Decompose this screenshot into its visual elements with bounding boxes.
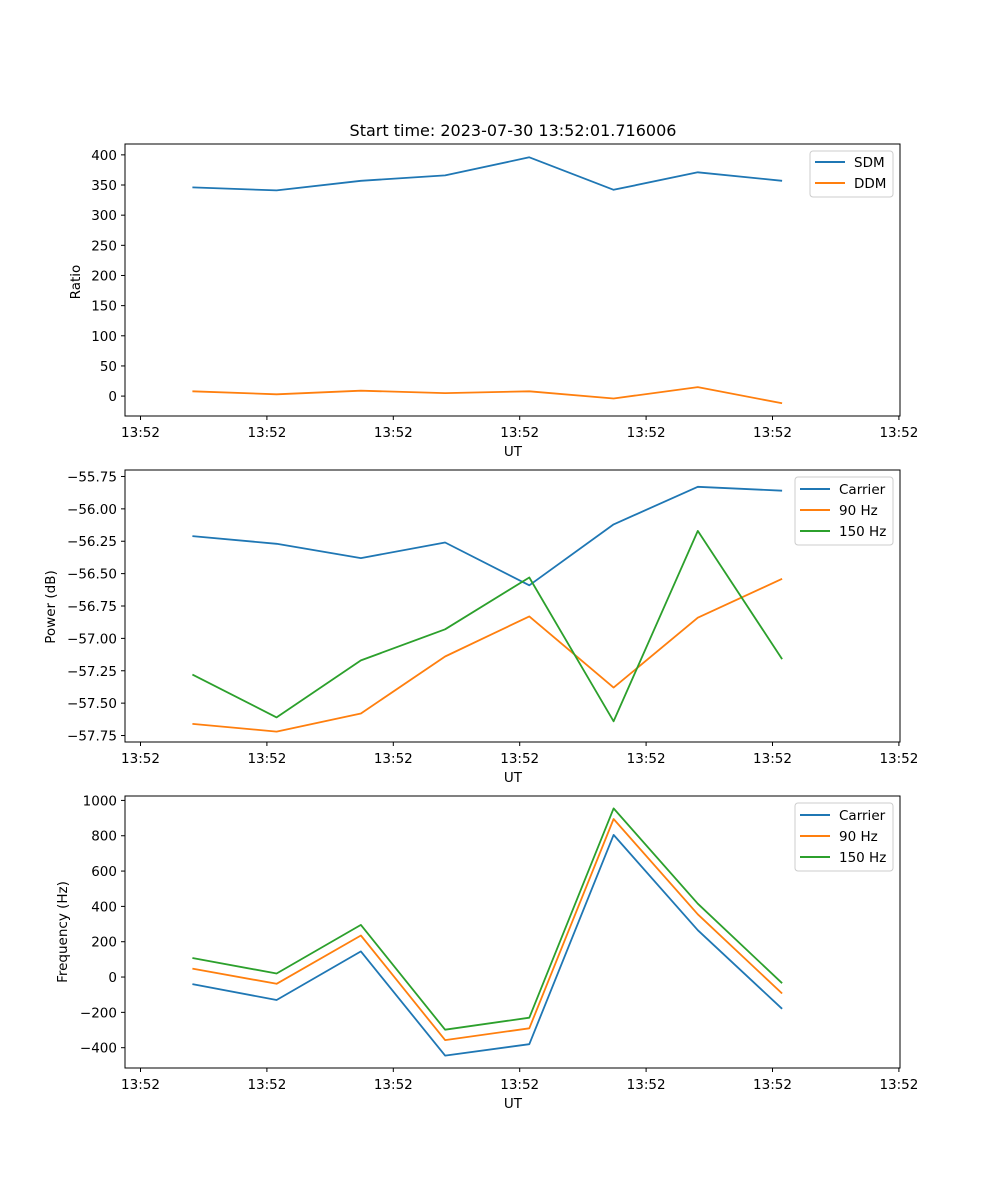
- ratio-legend: SDM DDM: [809, 150, 894, 198]
- ratio-x-tick-label: 13:52: [879, 425, 918, 441]
- ratio-series-ddm: [192, 386, 783, 405]
- ratio-x-tick-label: 13:52: [374, 425, 413, 441]
- legend-label-sdm: SDM: [854, 155, 885, 171]
- frequency-y-tick-label: −200: [80, 1005, 117, 1021]
- frequency-y-tick-label: 600: [91, 864, 117, 880]
- legend-label-150hz: 150 Hz: [839, 524, 886, 540]
- frequency-y-tick-label: 1000: [83, 793, 117, 809]
- frequency-series-lines: [192, 807, 783, 1057]
- power-series-carrier: [192, 485, 783, 587]
- legend-label-150hz: 150 Hz: [839, 850, 886, 866]
- power-x-axis-label: UT: [504, 770, 523, 786]
- ratio-y-tick-label: 100: [91, 329, 117, 345]
- frequency-x-axis-label: UT: [504, 1096, 523, 1112]
- power-y-tick-label: −56.75: [67, 599, 117, 615]
- frequency-x-tick-label: 13:52: [627, 1077, 666, 1093]
- ratio-y-tick-label: 200: [91, 268, 117, 284]
- frequency-series-150-hz: [192, 807, 783, 1031]
- legend-label-carrier: Carrier: [839, 808, 886, 824]
- power-y-ticks: −57.75 −57.50 −57.25 −57.00 −56.75 −56.50 −56.…: [67, 469, 125, 745]
- legend-label-carrier: Carrier: [839, 482, 886, 498]
- power-y-tick-label: −56.00: [67, 502, 117, 518]
- frequency-x-tick-label: 13:52: [500, 1077, 539, 1093]
- power-axes-frame: [124, 469, 901, 743]
- frequency-y-tick-label: 400: [91, 899, 117, 915]
- power-series-lines: [191, 485, 783, 733]
- power-panel: UT Power (dB) −57.75−57.50−57.25−57.00−5…: [43, 469, 918, 786]
- ratio-y-ticks: 0 50 100 150 200 250 300 350 400: [91, 148, 125, 405]
- legend-label-90hz: 90 Hz: [839, 503, 878, 519]
- chart-title: Start time: 2023-07-30 13:52:01.716006: [350, 121, 677, 140]
- power-x-tick-label: 13:52: [121, 751, 160, 767]
- power-y-tick-label: −57.00: [67, 631, 117, 647]
- ratio-y-tick-label: 150: [91, 299, 117, 315]
- legend-label-ddm: DDM: [854, 176, 886, 192]
- frequency-x-tick-label: 13:52: [374, 1077, 413, 1093]
- ratio-y-tick-label: 50: [100, 359, 117, 375]
- legend-box: [794, 476, 894, 546]
- frequency-x-tick-label: 13:52: [121, 1077, 160, 1093]
- power-legend: Carrier 90 Hz 150 Hz: [794, 476, 894, 546]
- power-y-tick-label: −56.50: [67, 567, 117, 583]
- legend-label-90hz: 90 Hz: [839, 829, 878, 845]
- ratio-panel: Start time: 2023-07-30 13:52:01.716006 U…: [68, 121, 918, 460]
- frequency-y-ticks: −400 −200 0 200 400 600 800 1000: [80, 793, 125, 1057]
- ratio-x-tick-label: 13:52: [500, 425, 539, 441]
- frequency-y-axis-label: Frequency (Hz): [55, 881, 71, 983]
- frequency-y-tick-label: 0: [108, 970, 117, 986]
- power-x-tick-label: 13:52: [500, 751, 539, 767]
- power-y-tick-label: −55.75: [67, 469, 117, 485]
- frequency-series-90-hz: [192, 818, 783, 1041]
- power-x-tick-label: 13:52: [879, 751, 918, 767]
- frequency-legend: Carrier 90 Hz 150 Hz: [794, 802, 894, 872]
- frequency-y-tick-label: 200: [91, 935, 117, 951]
- ratio-y-tick-label: 0: [108, 389, 117, 405]
- ratio-series-lines: [192, 156, 783, 405]
- frequency-y-tick-label: 800: [91, 829, 117, 845]
- ratio-y-tick-label: 350: [91, 178, 117, 194]
- ratio-x-axis-label: UT: [504, 444, 523, 460]
- ratio-y-tick-label: 400: [91, 148, 117, 164]
- ratio-y-tick-label: 300: [91, 208, 117, 224]
- ratio-x-tick-label: 13:52: [753, 425, 792, 441]
- frequency-x-tick-label: 13:52: [879, 1077, 918, 1093]
- power-x-tick-label: 13:52: [247, 751, 286, 767]
- frequency-series-carrier: [192, 834, 783, 1057]
- power-series-150-hz: [191, 530, 783, 723]
- power-y-tick-label: −57.50: [67, 696, 117, 712]
- ratio-series-sdm: [192, 156, 783, 192]
- power-x-tick-label: 13:52: [627, 751, 666, 767]
- power-y-axis-label: Power (dB): [43, 570, 59, 643]
- ratio-y-axis-label: Ratio: [68, 265, 84, 300]
- power-y-tick-label: −57.75: [67, 729, 117, 745]
- power-x-tick-label: 13:52: [374, 751, 413, 767]
- legend-box: [794, 802, 894, 872]
- frequency-x-tick-label: 13:52: [753, 1077, 792, 1093]
- power-y-tick-label: −57.25: [67, 664, 117, 680]
- ratio-x-tick-label: 13:52: [121, 425, 160, 441]
- frequency-axes-frame: [124, 795, 901, 1069]
- frequency-y-tick-label: −400: [80, 1041, 117, 1057]
- ratio-axes-frame: [124, 143, 901, 417]
- power-y-tick-label: −56.25: [67, 534, 117, 550]
- power-series-90-hz: [192, 577, 783, 733]
- frequency-x-tick-label: 13:52: [247, 1077, 286, 1093]
- frequency-panel: UT Frequency (Hz) −400 −200 0 200 400 600 800 1…: [55, 793, 918, 1112]
- ratio-x-tick-label: 13:52: [247, 425, 286, 441]
- power-x-tick-label: 13:52: [753, 751, 792, 767]
- ratio-y-tick-label: 250: [91, 238, 117, 254]
- ratio-x-tick-label: 13:52: [627, 425, 666, 441]
